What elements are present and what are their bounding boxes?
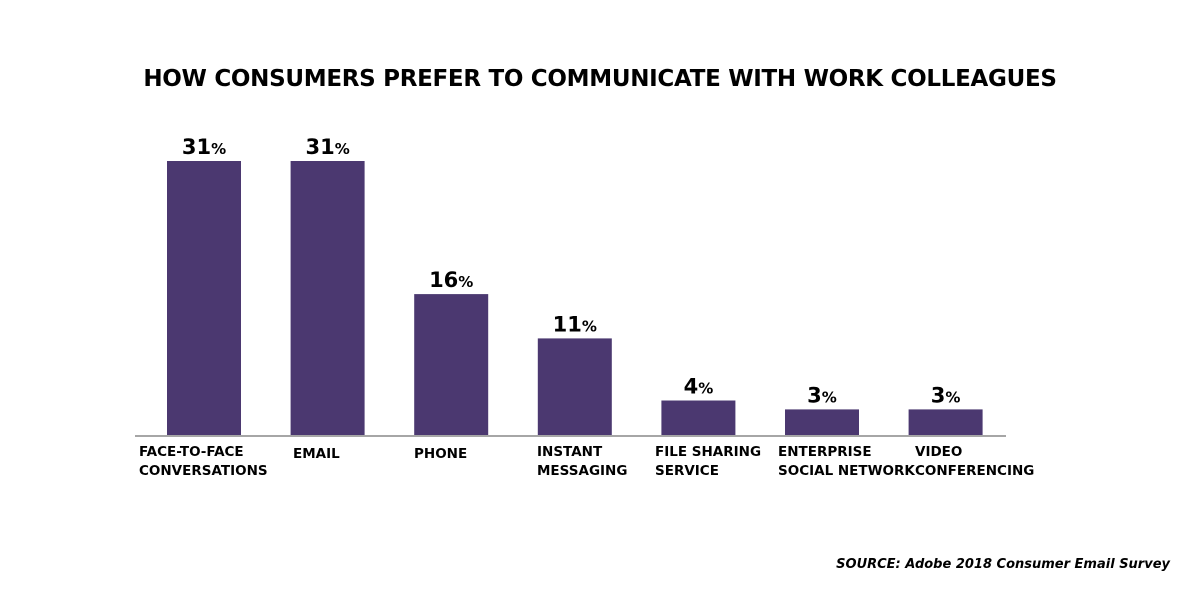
category-label: FACE-TO-FACE CONVERSATIONS (139, 444, 268, 479)
bar (167, 161, 241, 436)
value-label: 31% (305, 135, 349, 159)
value-label: 16% (429, 268, 473, 292)
category-label: FILE SHARING SERVICE (655, 444, 761, 479)
category-label: ENTERPRISE SOCIAL NETWORK (778, 444, 915, 479)
chart-title: HOW CONSUMERS PREFER TO COMMUNICATE WITH… (143, 66, 1057, 92)
bar (785, 409, 859, 436)
value-label: 3% (931, 383, 961, 407)
value-label: 4% (684, 375, 714, 399)
category-labels-group: FACE-TO-FACE CONVERSATIONS EMAIL PHONE INSTA… (139, 444, 1034, 479)
bar (537, 338, 612, 436)
value-label: 3% (807, 383, 837, 407)
source-note: SOURCE: Adobe 2018 Consumer Email Survey (836, 557, 1170, 572)
category-label: INSTANT MESSAGING (537, 444, 627, 479)
category-label: EMAIL (293, 446, 340, 462)
value-label: 31% (182, 135, 226, 159)
value-labels-group: 31% 31% 16% 11% 4% 3% 3% (182, 135, 961, 407)
bars-group (167, 161, 983, 436)
value-label: 11% (553, 312, 597, 336)
bar (661, 400, 736, 436)
bar (290, 161, 365, 436)
category-label: VIDEO CONFERENCING (915, 444, 1034, 479)
bar (908, 409, 983, 436)
bar (414, 294, 489, 436)
category-label: PHONE (414, 446, 467, 462)
